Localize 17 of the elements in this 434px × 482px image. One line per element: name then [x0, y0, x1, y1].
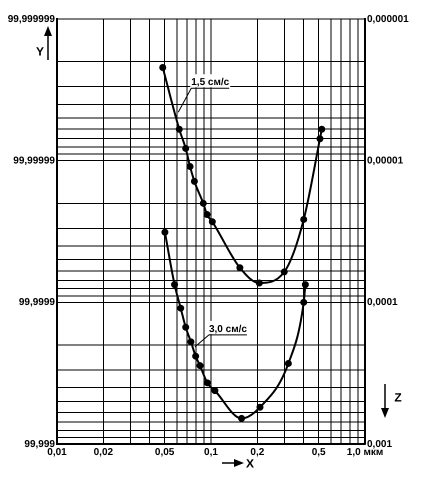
x-tick-label: 0,2 — [250, 446, 265, 458]
series-label: 3,0 см/с — [208, 324, 248, 335]
y-tick-label: 0,0001 — [367, 297, 398, 308]
x-tick-label: 0,02 — [94, 446, 114, 458]
text: 99,9999 — [18, 297, 56, 308]
text: 1,5 см/с — [191, 77, 230, 88]
text: Y — [36, 44, 44, 58]
y-axis-title: Z — [394, 390, 402, 404]
y-tick-label: 0,000001 — [367, 14, 410, 25]
x-tick-label: 0,5 — [312, 446, 326, 458]
text: 99,999999 — [8, 14, 56, 25]
y-tick-label: 0,00001 — [367, 155, 404, 166]
x-axis-title: X — [246, 456, 254, 470]
text: 99,99999 — [13, 155, 56, 166]
y-tick-label: 0,001 — [367, 438, 392, 450]
x-tick-label: 0,05 — [154, 446, 175, 458]
x-tick-label: 0,1 — [204, 446, 218, 458]
